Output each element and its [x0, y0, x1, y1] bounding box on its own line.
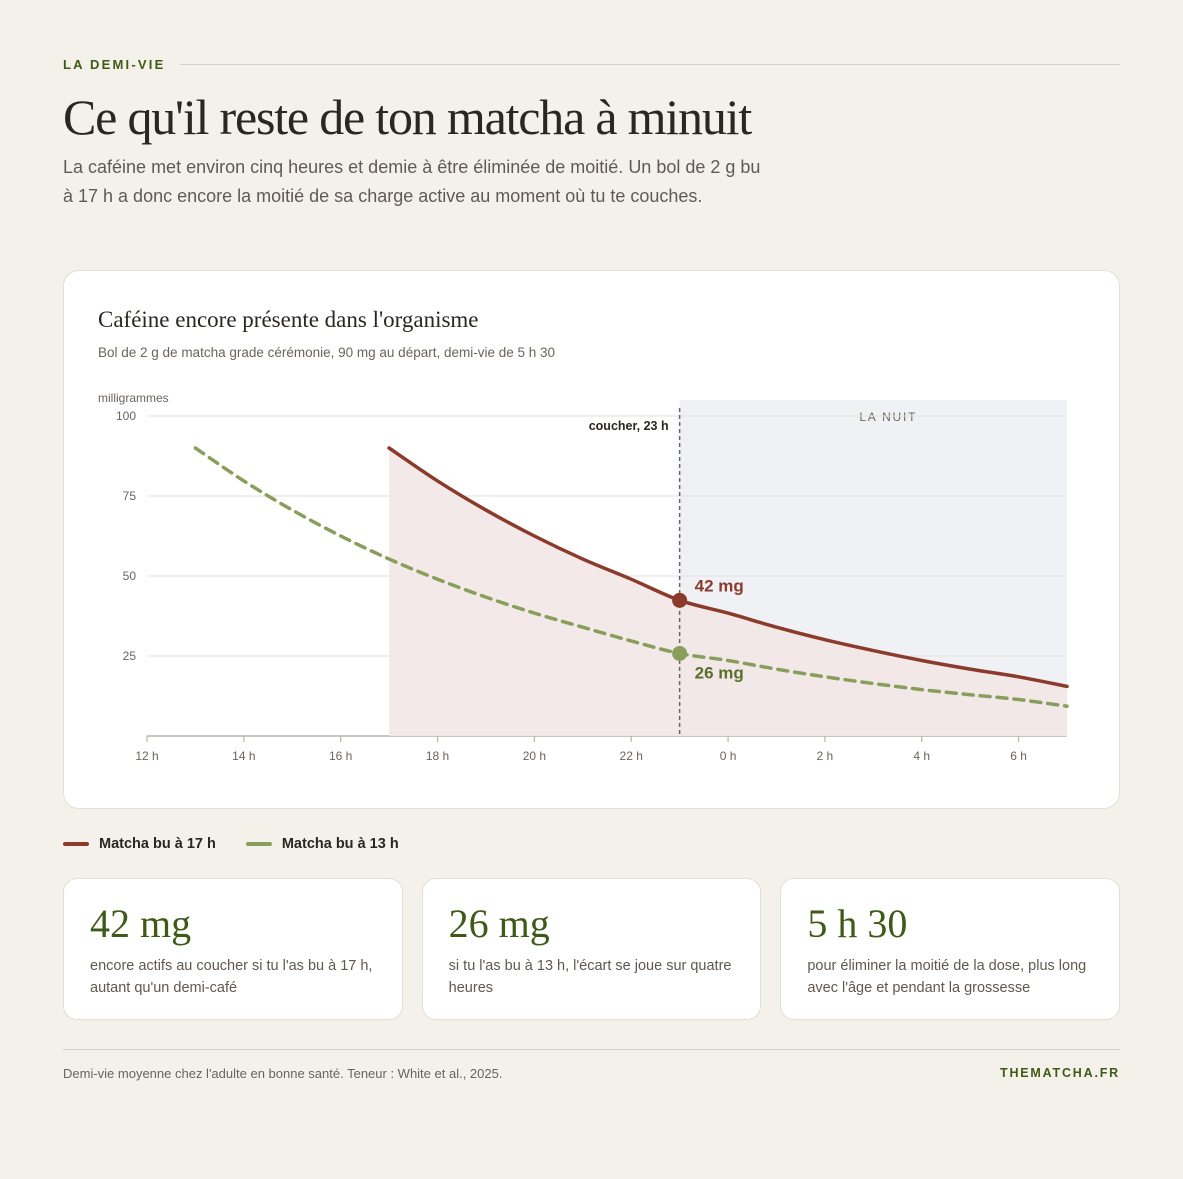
legend-item-13h: Matcha bu à 13 h — [245, 836, 399, 852]
footer-divider — [63, 1049, 1120, 1050]
night-label: LA NUIT — [859, 410, 917, 424]
legend-swatch-green — [245, 842, 272, 846]
eyebrow-divider — [180, 64, 1120, 65]
stat-value: 42 mg — [90, 901, 192, 946]
x-tick-label: 22 h — [620, 749, 643, 763]
chart-card: Caféine encore présente dans l'organisme… — [63, 270, 1120, 809]
legend-label: Matcha bu à 17 h — [99, 836, 216, 852]
legend-swatch-red — [63, 842, 89, 846]
stat-text: encore actifs au coucher si tu l'as bu à… — [90, 958, 373, 996]
y-tick-label: 100 — [116, 409, 136, 423]
x-tick-label: 16 h — [329, 749, 352, 763]
legend-item-17h: Matcha bu à 17 h — [63, 836, 216, 852]
stat-card: 26 mg si tu l'as bu à 13 h, l'écart se j… — [421, 878, 762, 1020]
page-subtitle: La caféine met environ cinq heures et de… — [63, 157, 761, 206]
chart-legend: Matcha bu à 17 h Matcha bu à 13 h — [63, 836, 399, 852]
caffeine-chart: LA NUIT 100 75 50 25 milligrammes 12 h 14 h 16 h… — [98, 391, 1069, 763]
footer-note: Demi-vie moyenne chez l'adulte en bonne … — [63, 1066, 503, 1081]
x-tick-label: 2 h — [817, 749, 834, 763]
stat-card: 5 h 30 pour éliminer la moitié de la dos… — [780, 878, 1121, 1020]
y-tick-label: 75 — [123, 489, 137, 503]
x-tick-label: 20 h — [523, 749, 546, 763]
legend-label: Matcha bu à 13 h — [281, 836, 399, 852]
eyebrow: LA DEMI-VIE — [63, 57, 166, 72]
stat-text: si tu l'as bu à 13 h, l'écart se joue su… — [448, 958, 732, 996]
series-line-17h — [387, 446, 1069, 689]
x-tick-label: 4 h — [913, 749, 930, 763]
x-tick-label: 18 h — [426, 749, 449, 763]
series-marker-13h — [672, 645, 688, 661]
y-axis-label: milligrammes — [98, 391, 169, 405]
x-tick-label: 6 h — [1010, 749, 1027, 763]
stat-value: 5 h 30 — [807, 901, 908, 946]
stat-value: 26 mg — [448, 901, 550, 946]
page-title: Ce qu'il reste de ton matcha à minuit — [63, 89, 752, 145]
stat-card: 42 mg encore actifs au coucher si tu l'a… — [63, 878, 403, 1020]
x-tick-label: 14 h — [232, 749, 255, 763]
eyebrow-row: LA DEMI-VIE — [63, 57, 1120, 72]
data-label-13h: 26 mg — [695, 663, 744, 682]
x-tick-label: 12 h — [135, 749, 158, 763]
y-tick-label: 50 — [123, 569, 137, 583]
stats-row: 42 mg encore actifs au coucher si tu l'a… — [63, 878, 1121, 1020]
footer-brand[interactable]: THEMATCHA.FR — [1000, 1066, 1120, 1080]
x-tick-label: 0 h — [720, 749, 737, 763]
data-label-17h: 42 mg — [695, 576, 744, 595]
stat-text: pour éliminer la moitié de la dose, plus… — [807, 958, 1087, 996]
chart-title: Caféine encore présente dans l'organisme — [98, 307, 479, 332]
chart-subtitle: Bol de 2 g de matcha grade cérémonie, 90… — [98, 345, 556, 360]
bedtime-label: coucher, 23 h — [589, 419, 669, 433]
series-marker-17h — [672, 592, 688, 608]
series-line-13h — [193, 446, 1069, 708]
y-tick-label: 25 — [123, 649, 137, 663]
series-area-17h — [389, 448, 1068, 736]
